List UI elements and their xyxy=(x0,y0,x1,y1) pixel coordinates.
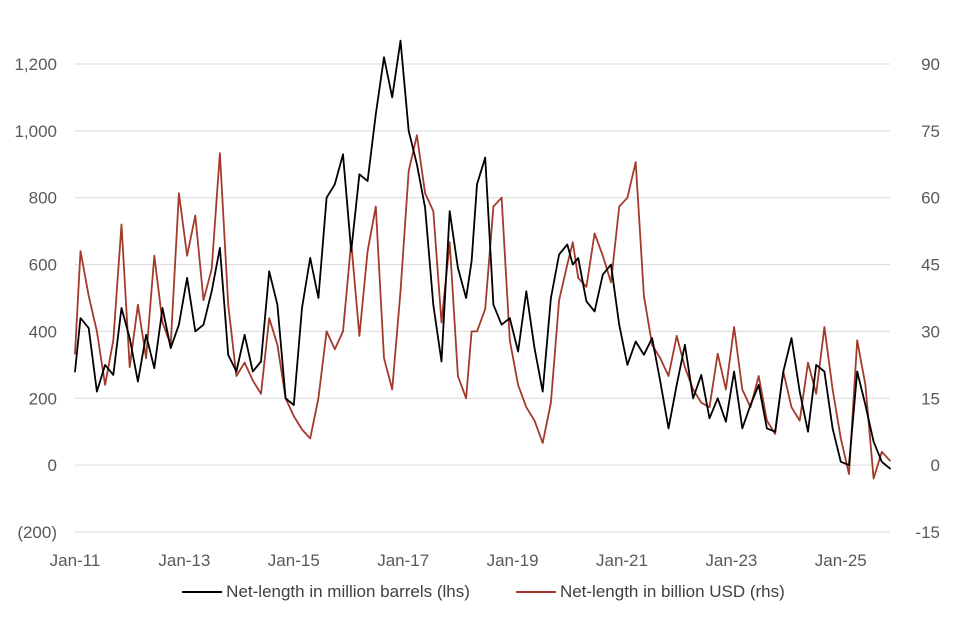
legend-item-barrels: Net-length in million barrels (lhs) xyxy=(182,582,470,602)
left-tick-label: 800 xyxy=(29,189,57,208)
x-tick-label: Jan-25 xyxy=(815,551,867,570)
right-tick-label: 45 xyxy=(921,256,940,275)
x-tick-label: Jan-21 xyxy=(596,551,648,570)
left-tick-label: 400 xyxy=(29,322,57,341)
legend-label-barrels: Net-length in million barrels (lhs) xyxy=(226,582,470,601)
right-axis-ticks: -15 0 15 30 45 60 75 90 xyxy=(915,55,940,542)
left-tick-label: 200 xyxy=(29,389,57,408)
left-tick-label: 600 xyxy=(29,256,57,275)
chart-svg: (200) 0 200 400 600 800 1,000 1,200 -15 0 15 30 45 6… xyxy=(14,39,940,570)
x-tick-label: Jan-13 xyxy=(158,551,210,570)
legend-item-usd: Net-length in billion USD (rhs) xyxy=(515,582,785,602)
left-tick-label: 1,000 xyxy=(14,122,57,141)
right-tick-label: 30 xyxy=(921,322,940,341)
x-tick-label: Jan-15 xyxy=(268,551,320,570)
x-tick-label: Jan-17 xyxy=(377,551,429,570)
x-tick-label: Jan-11 xyxy=(50,551,101,570)
left-axis-ticks: (200) 0 200 400 600 800 1,000 1,200 xyxy=(14,55,57,542)
legend: Net-length in million barrels (lhs) Net-… xyxy=(0,582,967,602)
right-tick-label: 0 xyxy=(931,456,940,475)
right-tick-label: -15 xyxy=(915,523,940,542)
left-tick-label: 0 xyxy=(48,456,57,475)
series-line-usd xyxy=(74,134,891,480)
right-tick-label: 75 xyxy=(921,122,940,141)
left-tick-label: 1,200 xyxy=(14,55,57,74)
right-tick-label: 60 xyxy=(921,189,940,208)
series-line-barrels xyxy=(74,39,891,470)
series-layer xyxy=(74,39,891,480)
legend-swatch-usd xyxy=(515,591,556,593)
x-tick-label: Jan-19 xyxy=(487,551,539,570)
right-tick-label: 90 xyxy=(921,55,940,74)
x-tick-label: Jan-23 xyxy=(705,551,757,570)
x-axis-ticks: Jan-11 Jan-13 Jan-15 Jan-17 Jan-19 Jan-21 Jan-… xyxy=(50,551,867,570)
legend-swatch-barrels xyxy=(182,591,223,593)
right-tick-label: 15 xyxy=(921,389,940,408)
legend-label-usd: Net-length in billion USD (rhs) xyxy=(559,582,785,601)
grid-layer xyxy=(75,63,890,533)
left-tick-label: (200) xyxy=(17,523,57,542)
